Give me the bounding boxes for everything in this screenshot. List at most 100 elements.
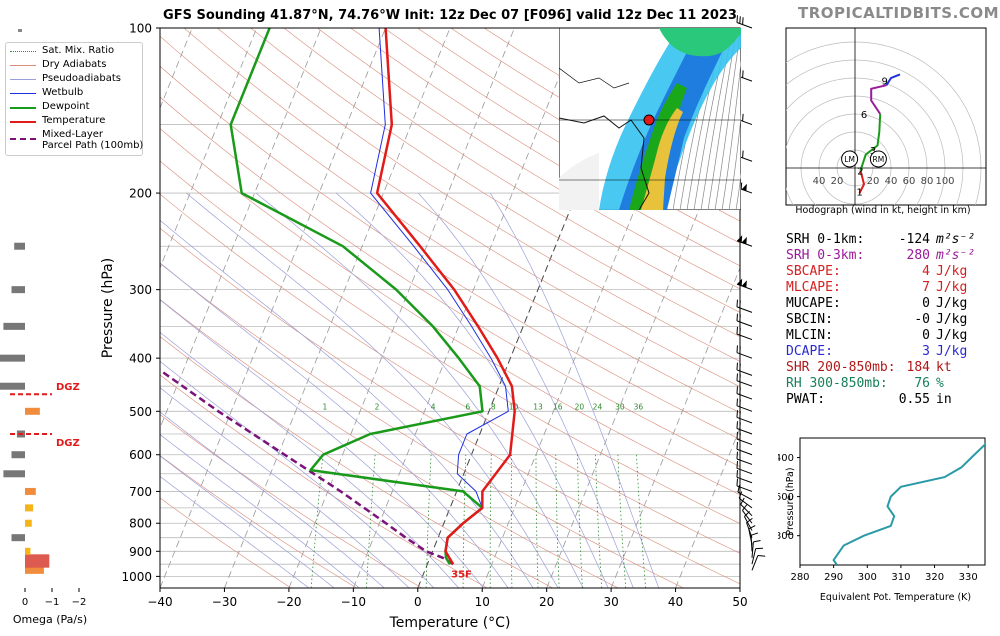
stat-label: RH 300-850mb: <box>786 376 888 391</box>
y-tick-label: 400 <box>129 352 152 366</box>
omega-tick-label: 0 <box>22 597 28 608</box>
thetae-frame <box>799 437 986 566</box>
stat-label: MLCAPE: <box>786 280 841 295</box>
thetae-x-axis-label: Equivalent Pot. Temperature (K) <box>820 592 971 603</box>
wind-barb-tick <box>739 314 741 322</box>
wind-barb-flag <box>736 278 743 286</box>
wind-barb-tick <box>739 327 741 336</box>
storm-motion-label: RM <box>873 155 885 164</box>
dry-adiabat <box>283 28 740 313</box>
omega-tick-label: −1 <box>45 597 60 608</box>
stat-unit: J/kg <box>936 264 968 279</box>
stat-unit: J/kg <box>936 344 968 359</box>
wind-barb-staff <box>736 405 753 412</box>
wind-barb-tick <box>742 504 748 511</box>
y-tick-label: 900 <box>129 545 152 559</box>
dgz-label: DGZ <box>56 438 80 449</box>
wind-barb-staff <box>738 497 753 509</box>
dry-adiabat <box>160 374 488 588</box>
mixing-ratio-line <box>595 454 603 588</box>
wind-barb-staff <box>737 491 753 501</box>
mixing-ratio-line <box>510 454 513 588</box>
dry-adiabat <box>317 28 740 290</box>
omega-bar <box>11 286 25 294</box>
wind-barb-tick <box>736 431 738 440</box>
x-tick-label: −30 <box>212 595 237 609</box>
x-tick-label: 30 <box>603 595 618 609</box>
wind-barb-staff <box>736 467 753 475</box>
wind-barb <box>736 326 753 341</box>
wind-barb-staff <box>751 555 759 571</box>
wind-barb-tick <box>755 547 763 550</box>
wind-barb-staff <box>736 428 753 435</box>
wind-barb <box>736 313 753 327</box>
dry-adiabat <box>250 28 740 338</box>
x-tick-label: −20 <box>276 595 301 609</box>
wind-barb <box>736 398 753 412</box>
legend-item: Dry Adiabats <box>10 59 106 70</box>
isotherm <box>675 426 740 588</box>
map-content <box>559 28 741 210</box>
wind-barb <box>751 554 766 571</box>
hodo-height-label: 6 <box>861 110 867 121</box>
mixing-ratio-label: 4 <box>431 402 436 411</box>
wind-barb-tick <box>739 363 741 371</box>
dry-adiabat <box>160 455 357 588</box>
wind-barb-tick <box>736 15 738 23</box>
stat-value-group: 76% <box>914 376 986 392</box>
wind-barb-staff <box>736 306 753 313</box>
wind-barb <box>736 470 753 484</box>
thetae-x-tick-label: 280 <box>790 572 809 583</box>
mixing-ratio-line <box>535 454 539 588</box>
isotherm <box>0 28 63 588</box>
stat-value-group: 3 J/kg <box>922 344 986 360</box>
map-contour <box>721 59 741 210</box>
dry-adiabat <box>160 193 740 554</box>
dry-adiabat <box>160 35 740 414</box>
dry-adiabat <box>160 299 619 588</box>
legend-item: Sat. Mix. Ratio <box>10 45 114 56</box>
precip-rain-north <box>659 28 741 57</box>
wind-barb-staff <box>736 393 753 400</box>
stat-row: MLCIN: 0 J/kg <box>786 328 986 344</box>
mixing-ratio-label: 30 <box>615 402 625 411</box>
wind-barb <box>736 235 753 247</box>
pseudoadiabat <box>255 192 584 588</box>
omega-bar <box>25 566 44 574</box>
wind-barb <box>750 532 759 552</box>
wind-barb-tick <box>736 313 738 321</box>
wind-barb-tick <box>742 113 744 122</box>
stat-value: 0 <box>922 296 930 311</box>
wind-barb <box>736 299 753 313</box>
wind-barb-tick <box>736 441 738 450</box>
isotherm <box>546 106 740 588</box>
stat-row: MUCAPE: 0 J/kg <box>786 296 986 312</box>
wind-barb <box>736 421 753 435</box>
hodograph-panel: 20 40 60 80 100 40 20 1 23 6 9 LM RM Hodograph (wind … <box>785 27 987 216</box>
stat-value: 3 <box>922 344 930 359</box>
stat-label: SBCIN: <box>786 312 833 327</box>
stat-row: PWAT: 0.55 in <box>786 392 986 408</box>
stat-label: MUCAPE: <box>786 296 841 311</box>
wind-barb-flag <box>741 280 747 288</box>
wind-barb <box>736 345 753 359</box>
dry-adiabat <box>350 28 740 267</box>
isotherm <box>417 28 644 588</box>
stat-label: SRH 0-3km: <box>786 248 865 263</box>
dry-adiabat <box>160 96 740 467</box>
stat-row: SRH 0-1km: -124 m²s⁻² <box>786 232 986 248</box>
map-contour <box>735 172 741 210</box>
omega-bar <box>3 322 26 330</box>
pseudoadiabat <box>186 192 559 588</box>
thetae-y-tick-label: 400 <box>778 453 794 464</box>
mixing-ratio-line <box>577 454 583 588</box>
thetae-line <box>832 443 985 565</box>
storm-motion-marker <box>869 150 887 168</box>
stat-row: SRH 0-3km: 280 m²s⁻² <box>786 248 986 264</box>
legend-label: Pseudoadiabats <box>42 73 122 84</box>
stat-row: SBCAPE: 4 J/kg <box>786 264 986 280</box>
legend-swatch <box>10 121 36 123</box>
mixing-ratio-line <box>366 454 376 588</box>
pseudoadiabat <box>160 387 410 588</box>
hodo-height-label: 9 <box>882 77 888 88</box>
